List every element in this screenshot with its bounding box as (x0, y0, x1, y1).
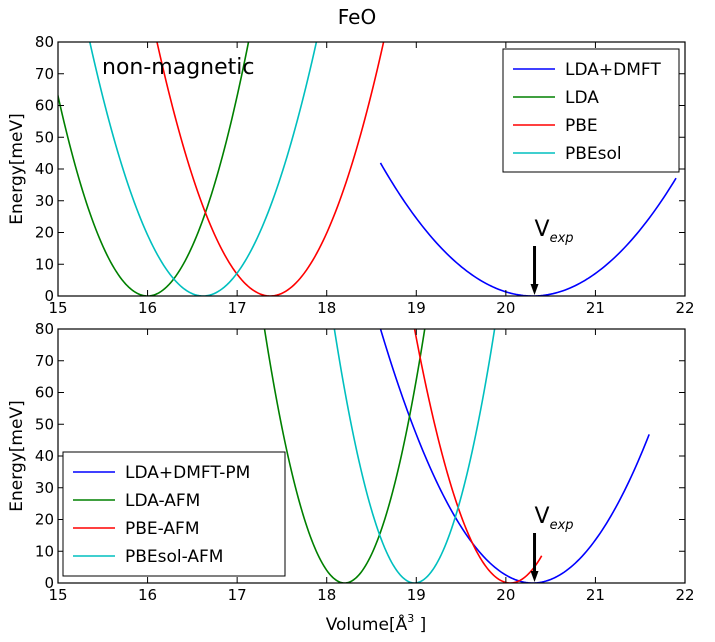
y-tick-label: 20 (35, 224, 54, 242)
y-tick-label: 50 (35, 415, 54, 433)
legend-label: LDA-AFM (125, 491, 200, 511)
bottom-legend: LDA+DMFT-PM LDA-AFM PBE-AFM PBEsol-AFM (62, 451, 286, 577)
y-tick-label: 70 (35, 352, 54, 370)
legend-label: PBE-AFM (125, 519, 200, 539)
y-tick-label: 40 (35, 160, 54, 178)
legend-label: LDA (565, 88, 599, 108)
y-tick-label: 30 (35, 479, 54, 497)
x-tick-label: 18 (317, 586, 336, 604)
x-tick-label: 16 (138, 586, 157, 604)
x-tick-label: 22 (675, 586, 694, 604)
y-tick-label: 30 (35, 192, 54, 210)
x-tick-label: 15 (48, 586, 67, 604)
y-tick-label: 10 (35, 542, 54, 560)
x-tick-label: 15 (48, 299, 67, 317)
y-tick-label: 60 (35, 97, 54, 115)
x-tick-label: 22 (675, 299, 694, 317)
series-line-lda-dmft-pm (379, 329, 650, 583)
top-panel: 15 16 17 18 19 20 21 22 0 10 20 30 40 50 60 70 80 Energy… (7, 33, 695, 317)
vexp-arrow-head (530, 284, 539, 295)
figure-title: FeO (338, 5, 376, 29)
series-line-lda-afm (263, 329, 426, 583)
legend-label: LDA+DMFT (565, 60, 661, 80)
series-line-pbesol-afm (333, 329, 496, 583)
y-tick-label: 80 (35, 320, 54, 338)
legend-label: PBEsol (565, 144, 622, 164)
bottom-xlabel: Volume[Å3 ] (326, 612, 427, 635)
y-tick-label: 10 (35, 255, 54, 273)
x-tick-label: 16 (138, 299, 157, 317)
vexp-arrow-head (530, 571, 539, 582)
series-line-pbesol (88, 42, 318, 296)
series-line-pbe (156, 42, 385, 296)
x-tick-label: 21 (586, 586, 605, 604)
y-tick-label: 0 (44, 574, 54, 592)
y-tick-label: 80 (35, 33, 54, 51)
x-tick-label: 19 (407, 586, 426, 604)
top-legend: LDA+DMFT LDA PBE PBEsol (502, 48, 680, 173)
series-line-pbe-afm (413, 329, 543, 583)
x-tick-label: 19 (407, 299, 426, 317)
y-tick-label: 60 (35, 384, 54, 402)
series-line-lda-dmft (379, 162, 677, 296)
series-line-lda (58, 42, 250, 296)
x-tick-label: 17 (228, 299, 247, 317)
legend-label: PBEsol-AFM (125, 547, 223, 567)
x-tick-label: 17 (228, 586, 247, 604)
bottom-panel: 15 16 17 18 19 20 21 22 0 10 20 30 40 50 60 70 80 Energy… (7, 320, 695, 635)
x-tick-label: 18 (317, 299, 336, 317)
y-tick-label: 0 (44, 287, 54, 305)
legend-label: LDA+DMFT-PM (125, 463, 250, 483)
vexp-label: Vexp (535, 504, 574, 533)
bottom-ylabel: Energy[meV] (7, 400, 27, 511)
x-tick-label: 21 (586, 299, 605, 317)
y-tick-label: 50 (35, 128, 54, 146)
top-ylabel: Energy[meV] (7, 113, 27, 224)
y-tick-label: 20 (35, 511, 54, 529)
legend-label: PBE (565, 116, 598, 136)
y-tick-label: 40 (35, 447, 54, 465)
y-tick-label: 70 (35, 65, 54, 83)
x-tick-label: 20 (496, 586, 515, 604)
x-tick-label: 20 (496, 299, 515, 317)
non-magnetic-annotation: non-magnetic (102, 55, 254, 80)
vexp-label: Vexp (535, 217, 574, 246)
